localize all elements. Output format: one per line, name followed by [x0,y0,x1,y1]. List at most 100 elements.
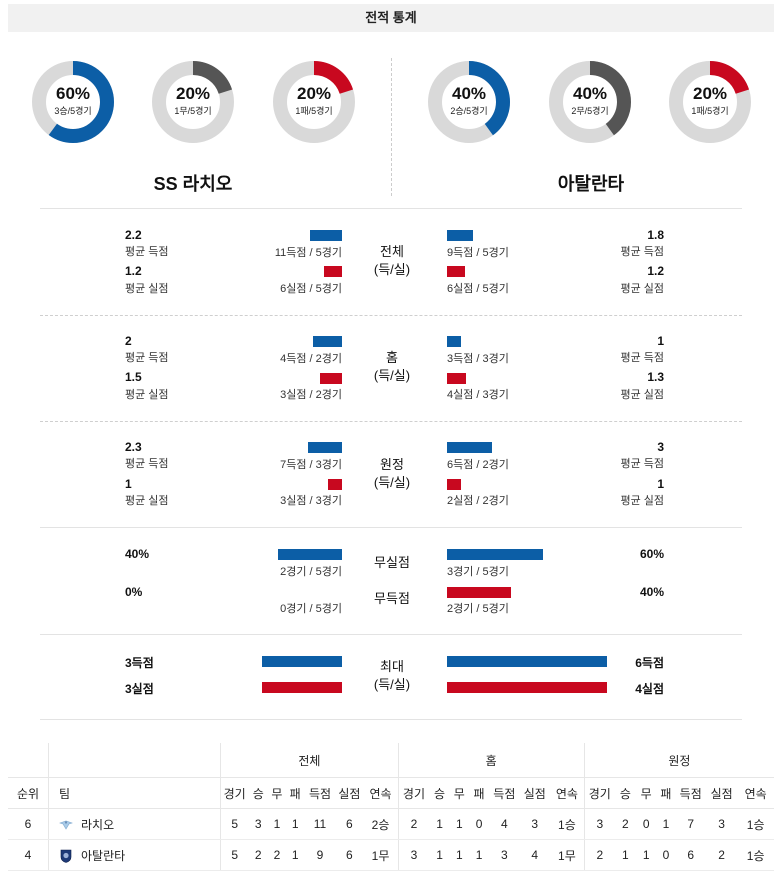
col-header: 연속 [363,777,398,809]
right-conceded-bar [447,266,465,277]
rank-cell: 4 [8,839,49,871]
group-header-away: 원정 [583,743,774,778]
lazio-eagle-icon [59,821,73,830]
col-header: 연속 [549,777,585,809]
separator [40,719,742,720]
left-max-scored-bar [262,656,342,667]
donut-sub: 2승/5경기 [450,106,488,116]
donut-right-draw: 40% 2무/5경기 [548,60,632,144]
separator [40,527,742,528]
right-max-conceded-bar [447,682,607,693]
right-conceded-caption: 2실점 / 2경기 [447,495,509,507]
right-conceded-caption: 6실점 / 5경기 [447,283,509,295]
right-avg-scored-label: 평균 득점 [620,246,664,258]
col-header: 무 [636,777,657,809]
left-avg-conceded: 1.5 [125,370,142,384]
right-cleansheet-bar [447,549,543,560]
donut-ring [152,61,234,143]
team-name: 아탈란타 [81,848,126,863]
donut-sub: 1패/5경기 [691,106,729,116]
donut-pct: 60% [55,84,91,103]
team-cell[interactable]: 라치오 [48,808,221,840]
separator [40,421,742,422]
left-avg-scored-label: 평균 득점 [125,458,169,470]
col-header: 무 [268,777,286,809]
team-cell[interactable]: 아탈란타 [48,839,221,871]
right-noscore-bar [447,587,511,598]
left-cleansheet-bar [278,549,342,560]
donut-left-win: 60% 3승/5경기 [31,60,115,144]
donut-arc [669,61,751,143]
left-avg-conceded-label: 평균 실점 [125,389,169,401]
right-conceded-bar [447,373,466,384]
right-scored-bar [447,336,461,347]
col-header: 연속 [737,777,774,809]
col-header: 실점 [705,777,738,809]
left-team-name: SS 라치오 [153,174,233,194]
right-avg-scored-label: 평균 득점 [620,352,664,364]
left-avg-scored-label: 평균 득점 [125,352,169,364]
col-header: 경기 [397,777,430,809]
right-scored-caption: 6득점 / 2경기 [447,459,509,471]
right-avg-conceded-label: 평균 실점 [620,389,664,401]
left-max-conceded: 3실점 [125,682,154,696]
right-avg-conceded: 1.2 [647,264,664,278]
right-conceded-caption: 4실점 / 3경기 [447,389,509,401]
left-conceded-bar [328,479,342,490]
stats-title: 전적 통계 [8,4,774,32]
left-avg-scored: 2 [125,334,132,348]
right-noscore-caption: 2경기 / 5경기 [447,603,509,615]
col-header: 승 [614,777,637,809]
left-avg-conceded-label: 평균 실점 [125,283,169,295]
col-header: 승 [248,777,269,809]
right-team-name: 아탈란타 [557,174,625,194]
section-label-cleansheet: 무실점 [374,555,410,570]
table-row: 6 라치오 5 3 1 1 11 6 2승 2 1 1 0 4 3 1승 3 2 0 1 7 3 1승 [8,808,774,840]
right-max-scored-bar [447,656,607,667]
col-header: 득점 [304,777,336,809]
donut-ring [32,61,114,143]
column-header-row: 순위 팀 경기 승 무 패 득점 실점 연속 경기 승 무 패 득점 실점 연속 경기 승 무 패 득점 실점 연속 [8,777,774,809]
col-header: 무 [449,777,469,809]
left-conceded-caption: 3실점 / 3경기 [280,495,342,507]
col-header: 경기 [583,777,615,809]
left-avg-conceded-label: 평균 실점 [125,495,169,507]
left-noscore-caption: 0경기 / 5경기 [280,603,342,615]
section-label-noscore: 무득점 [374,591,410,606]
col-header: 경기 [220,777,249,809]
team-name: 라치오 [81,817,115,832]
right-avg-scored: 1 [657,334,664,348]
right-avg-conceded-label: 평균 실점 [620,495,664,507]
right-cleansheet-caption: 3경기 / 5경기 [447,566,509,578]
left-conceded-caption: 6실점 / 5경기 [280,283,342,295]
right-conceded-bar [447,479,461,490]
donut-arc [152,61,234,143]
donut-arc [428,61,510,143]
donut-sub: 1무/5경기 [174,106,212,116]
donut-arc [273,61,355,143]
right-avg-scored-label: 평균 득점 [620,458,664,470]
donut-arc [549,61,631,143]
donut-right-loss: 20% 1패/5경기 [668,60,752,144]
left-avg-scored: 2.3 [125,440,142,454]
right-avg-conceded: 1.3 [647,370,664,384]
left-conceded-bar [324,266,342,277]
donut-pct: 20% [296,84,332,103]
left-scored-bar [313,336,342,347]
left-avg-scored-label: 평균 득점 [125,246,169,258]
team-divider [391,58,392,196]
atalanta-crest-icon [60,850,72,864]
donut-ring [428,61,510,143]
right-avg-conceded-label: 평균 실점 [620,283,664,295]
left-noscore-pct: 0% [125,585,143,599]
donut-ring [273,61,355,143]
col-header: 패 [468,777,490,809]
donut-left-draw: 20% 1무/5경기 [151,60,235,144]
donut-left-loss: 20% 1패/5경기 [272,60,356,144]
right-max-conceded: 4실점 [635,682,664,696]
left-max-scored: 3득점 [125,656,154,670]
right-avg-scored: 1.8 [647,228,664,242]
donut-arc [32,61,114,143]
col-header: 실점 [519,777,550,809]
right-scored-caption: 3득점 / 3경기 [447,353,509,365]
